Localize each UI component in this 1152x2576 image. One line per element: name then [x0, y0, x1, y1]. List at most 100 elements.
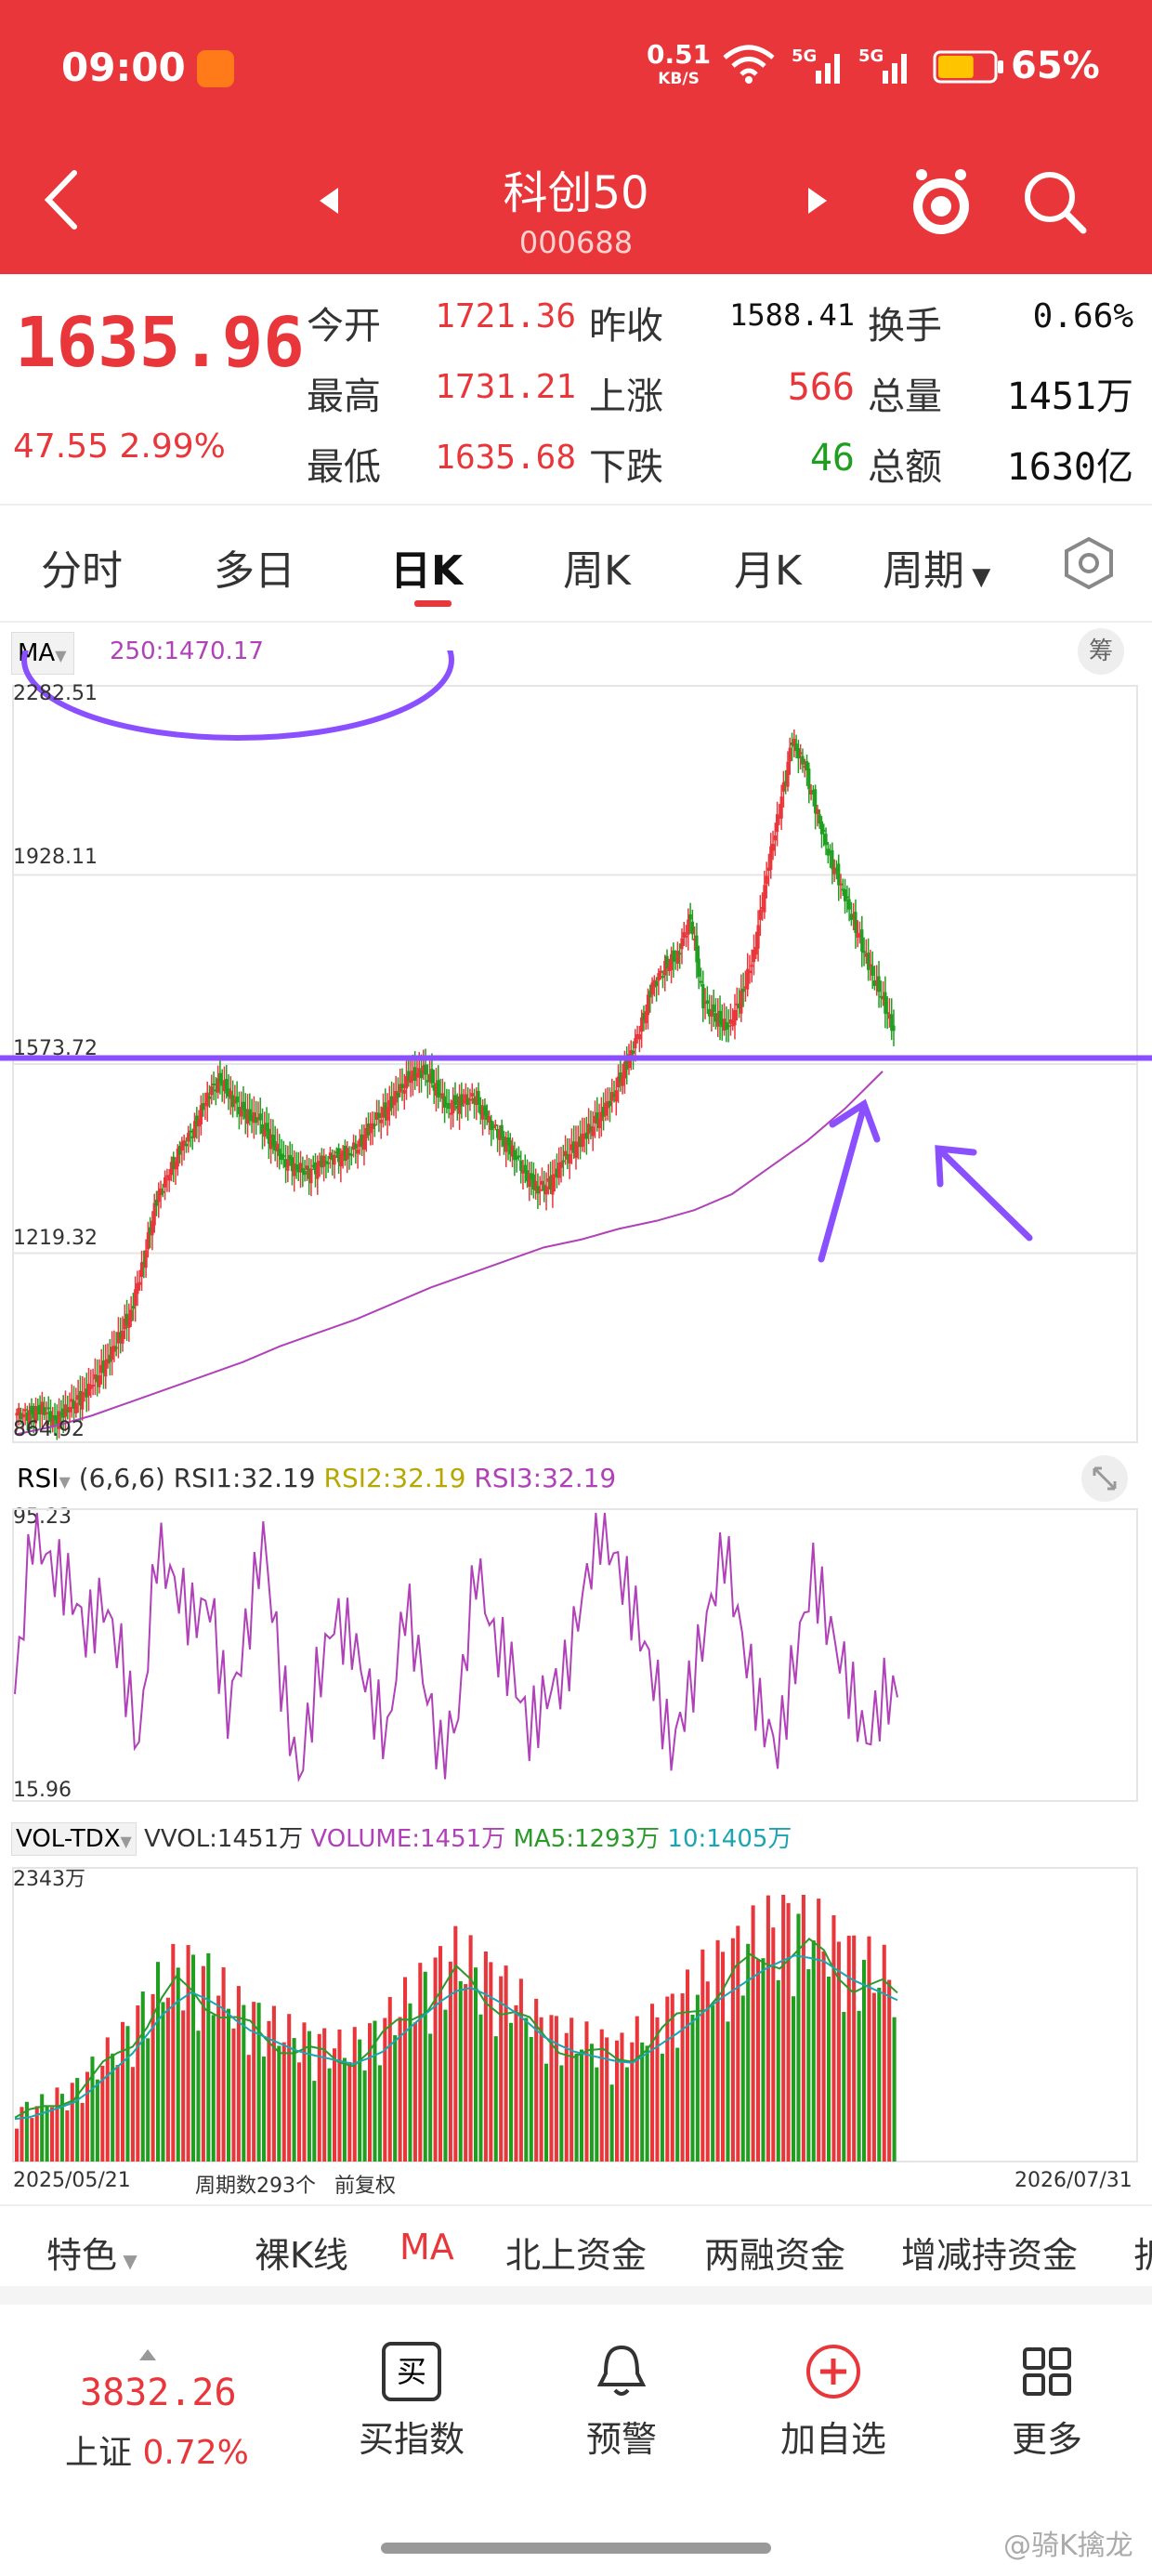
volume-bar [90, 2057, 95, 2162]
signal-5g-icon-1: 5G [792, 46, 840, 84]
alert-button[interactable]: 预警 [561, 2342, 682, 2462]
volume-bar [796, 1913, 801, 2162]
candle-body [828, 851, 832, 854]
chip-distribution-button[interactable]: 筹 [1078, 628, 1124, 675]
candle-body [803, 766, 806, 769]
volume-bar [680, 1992, 685, 2162]
tab-period[interactable]: 周期 ▼ [883, 547, 991, 595]
candle-body [766, 867, 771, 872]
back-icon[interactable] [41, 167, 82, 232]
candle-body [498, 1130, 502, 1140]
prev-stock-icon[interactable] [318, 186, 340, 216]
candle-body [713, 1013, 718, 1022]
candle-body [336, 1148, 341, 1163]
active-tab-indicator [414, 600, 452, 607]
tab-monthly-k[interactable]: 月K [734, 547, 802, 595]
candle-body [55, 1416, 59, 1425]
candle-body [460, 1094, 464, 1107]
candle-body [771, 844, 775, 851]
collapse-arrow-icon[interactable] [139, 2349, 156, 2360]
candle-body [222, 1080, 227, 1092]
candle-body [602, 1107, 606, 1117]
candle-body [869, 964, 872, 966]
volume-bar [176, 1967, 180, 2162]
settings-hexagon-icon[interactable] [1061, 535, 1117, 591]
tab-weekly-k[interactable]: 周K [563, 547, 631, 595]
home-indicator[interactable] [381, 2543, 771, 2554]
candle-body [786, 761, 790, 787]
candle-body [111, 1347, 114, 1360]
candle-body [867, 953, 871, 970]
svg-text:5G: 5G [858, 46, 884, 66]
volume-bar [489, 1962, 493, 2162]
volume-bar [140, 1991, 145, 2162]
candle-body [15, 1413, 19, 1416]
volume-bar [383, 2017, 387, 2162]
volume-chart[interactable] [0, 1864, 1152, 2165]
candle-body [68, 1406, 72, 1413]
next-stock-icon[interactable] [806, 186, 829, 216]
search-icon[interactable] [1020, 167, 1089, 236]
candle-body [587, 1124, 591, 1135]
candle-body [384, 1102, 387, 1118]
candle-body [89, 1385, 93, 1389]
indicator-feature[interactable]: 特色 ▼ [46, 2235, 137, 2276]
tab-intraday[interactable]: 分时 [41, 547, 123, 595]
add-watchlist-button[interactable]: 加自选 [773, 2342, 894, 2462]
candle-body [801, 756, 805, 765]
candle-body [568, 1154, 571, 1164]
candle-body [574, 1141, 578, 1158]
buy-index-button[interactable]: 买 买指数 [351, 2342, 472, 2462]
candle-body [354, 1143, 358, 1150]
candle-body [841, 888, 844, 891]
candle-body [538, 1189, 542, 1191]
candle-body [19, 1413, 23, 1420]
more-button[interactable]: 更多 [987, 2342, 1107, 2462]
candle-body [207, 1096, 212, 1099]
candle-body [333, 1154, 336, 1165]
candle-body [258, 1113, 262, 1121]
volume-bar [650, 2004, 655, 2162]
tab-multi-day[interactable]: 多日 [214, 547, 295, 595]
candle-body [334, 1151, 338, 1154]
candle-body [648, 990, 652, 998]
value-high: 1731.21 [435, 368, 576, 406]
indicator-margin[interactable]: 两融资金 [704, 2235, 846, 2276]
value-advancers: 566 [787, 366, 855, 409]
candle-body [267, 1128, 270, 1144]
indicator-ma[interactable]: MA [399, 2227, 454, 2267]
candle-body [847, 899, 851, 910]
volume-bar [518, 1978, 523, 2162]
volume-bar [574, 2053, 579, 2162]
candle-body [346, 1148, 349, 1160]
candle-body [824, 834, 828, 846]
index-value[interactable]: 3832.26 [80, 2372, 237, 2414]
indicator-northbound[interactable]: 北上资金 [505, 2235, 648, 2276]
candle-body [566, 1153, 569, 1160]
candle-body [731, 1024, 735, 1027]
candle-body [543, 1184, 546, 1191]
candle-body [634, 1038, 637, 1049]
candle-body [146, 1232, 150, 1250]
candle-body [875, 979, 879, 983]
candle-body [322, 1155, 326, 1167]
indicator-more[interactable]: 折 [1133, 2235, 1152, 2276]
candle-body [328, 1152, 333, 1160]
candle-body [174, 1161, 177, 1170]
candle-body [475, 1096, 478, 1106]
indicator-bare-k[interactable]: 裸K线 [255, 2235, 348, 2276]
candle-body [687, 919, 690, 935]
indicator-holding-change[interactable]: 增减持资金 [901, 2235, 1079, 2276]
tab-daily-k[interactable]: 日K [390, 547, 464, 595]
candle-body [134, 1289, 137, 1307]
rsi-chart[interactable] [0, 1505, 1152, 1805]
candle-body [286, 1159, 290, 1171]
candle-body [46, 1407, 50, 1410]
candle-body [425, 1080, 429, 1083]
volume-bar [297, 2062, 302, 2162]
candle-body [273, 1141, 277, 1151]
mascot-icon[interactable] [909, 165, 974, 238]
index-name-change[interactable]: 上证 0.72% [65, 2434, 249, 2472]
k-line-chart[interactable] [0, 651, 1152, 1450]
expand-icon[interactable] [1081, 1455, 1128, 1502]
